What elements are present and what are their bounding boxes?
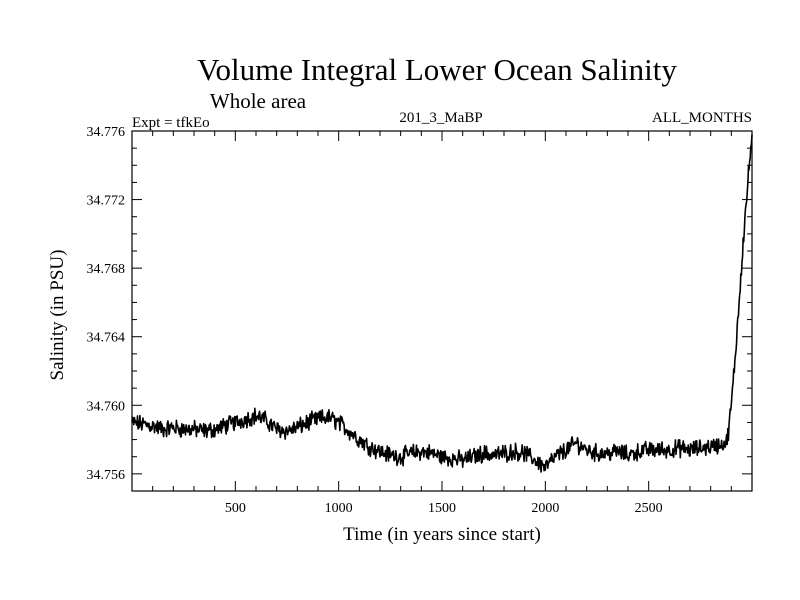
chart-title: Volume Integral Lower Ocean Salinity	[197, 52, 677, 87]
y-axis-label: Salinity (in PSU)	[47, 250, 68, 381]
x-tick-label: 2500	[635, 501, 663, 516]
plot-frame	[131, 130, 753, 492]
y-tick-label: 34.772	[87, 194, 126, 209]
y-tick-label: 34.760	[87, 399, 126, 414]
y-tick-label: 34.756	[87, 468, 126, 483]
chart-subtitle: Whole area	[210, 89, 307, 113]
x-tick-label: 500	[225, 501, 246, 516]
y-tick-label: 34.764	[87, 331, 126, 346]
x-tick-label: 1500	[428, 501, 456, 516]
period-label: ALL_MONTHS	[652, 110, 752, 126]
x-tick-label: 1000	[325, 501, 353, 516]
y-tick-label: 34.768	[87, 262, 126, 277]
series-line	[131, 134, 753, 473]
x-tick-label: 2000	[531, 501, 559, 516]
run-label: 201_3_MaBP	[399, 110, 482, 126]
x-axis-label: Time (in years since start)	[343, 524, 541, 545]
plot-area: 500 1000 1500 2000 2500 34.756 34.760 34.764 34.…	[87, 125, 753, 516]
y-tick-label: 34.776	[87, 125, 126, 140]
experiment-label: Expt = tfkEo	[132, 115, 210, 131]
